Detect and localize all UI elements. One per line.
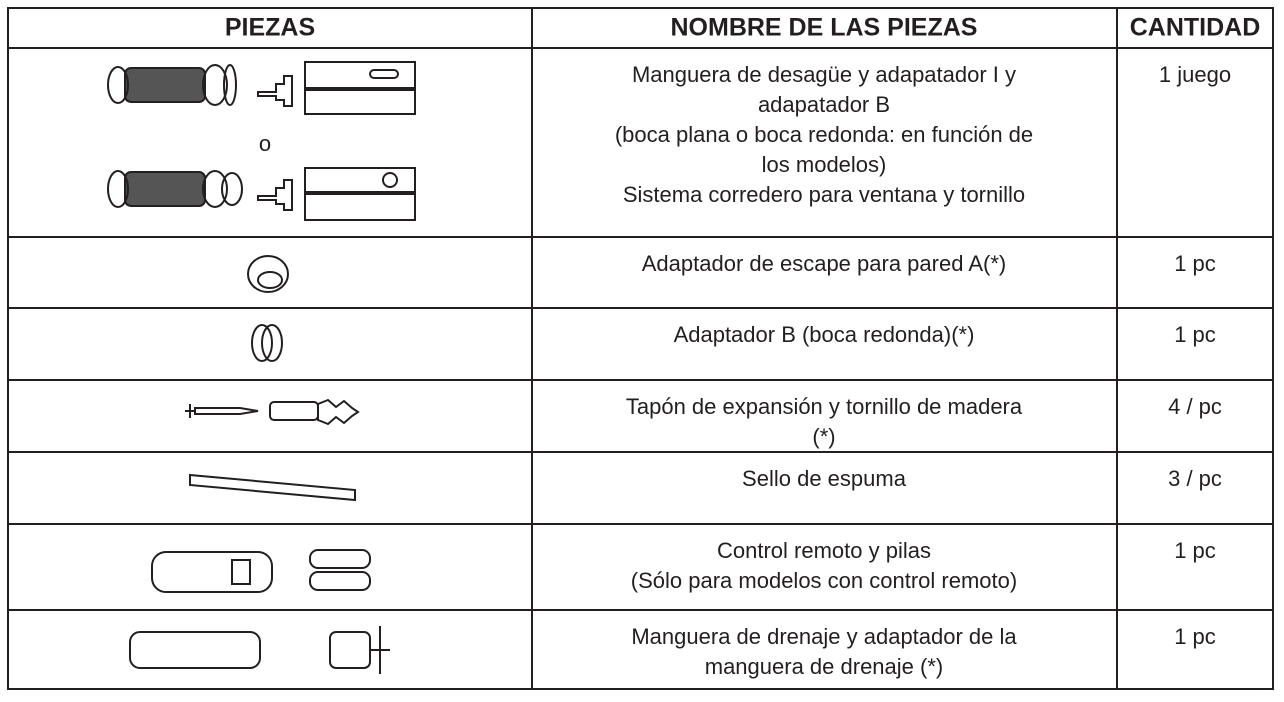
slider [304,193,416,221]
screen [231,559,251,585]
ring [261,324,283,362]
plug [317,398,360,426]
screw [257,179,293,211]
drain-adapter [370,626,390,674]
hose-icon [107,61,416,115]
remote [151,551,273,593]
slider [304,167,416,193]
hose-icon [107,167,416,221]
quantity: 3 / pc [1168,466,1222,491]
hose [124,171,206,207]
slider [304,89,416,115]
part-name: Sistema corredero para ventana y tornill… [623,182,1025,207]
part-name: Control remoto y pilas [717,538,931,563]
quantity: 1 juego [1159,62,1231,87]
part-name: (Sólo para modelos con control remoto) [631,568,1017,593]
round-adapter-icon [251,324,283,362]
slot [382,172,398,188]
screw [257,75,293,107]
separator: o [259,131,271,156]
table-border [7,7,1274,690]
hose [124,67,206,103]
hose-end [107,170,129,208]
adapter [223,64,237,106]
hose-end [202,170,228,208]
part-name: los modelos) [762,152,887,177]
part-name: Adaptador de escape para pared A(*) [642,251,1006,276]
quantity: 1 pc [1174,538,1216,563]
header-cell: PIEZAS [225,14,315,42]
ring [251,324,273,362]
part-name: manguera de drenaje (*) [705,654,943,679]
wood-screw [185,404,259,418]
part-name: Manguera de drenaje y adaptador de la [631,624,1017,649]
battery [309,549,371,569]
adapter [221,172,243,206]
adapter [257,271,283,289]
part-name: Tapón de expansión y tornillo de madera [626,394,1023,419]
part-name: Manguera de desagüe y adapatador I y [632,62,1016,87]
drain-hose-icon [129,626,390,674]
screw-plug-icon [185,398,360,426]
part-name: adapatador B [758,92,890,117]
slider [304,61,416,89]
hose-end [202,64,228,106]
part-name: (boca plana o boca redonda: en función d… [615,122,1033,147]
row-rules [8,47,1273,611]
battery [309,571,371,591]
header-cell: NOMBRE DE LAS PIEZAS [671,14,978,42]
adapter [247,255,289,293]
remote-icon [151,549,371,593]
drain-adapter [329,631,371,669]
seal [189,473,356,502]
foam-seal-icon [189,473,356,502]
quantity: 1 pc [1174,624,1216,649]
quantity: 4 / pc [1168,394,1222,419]
drain-hose [129,631,261,669]
part-name: (*) [812,424,835,449]
part-name: Sello de espuma [742,466,907,491]
plug [269,401,319,421]
slot [369,69,399,79]
wall-adapter-icon [247,255,289,293]
hose-end [107,66,129,104]
quantity: 1 pc [1174,251,1216,276]
header-cell: CANTIDAD [1130,14,1261,42]
part-name: Adaptador B (boca redonda)(*) [674,322,975,347]
quantity: 1 pc [1174,322,1216,347]
